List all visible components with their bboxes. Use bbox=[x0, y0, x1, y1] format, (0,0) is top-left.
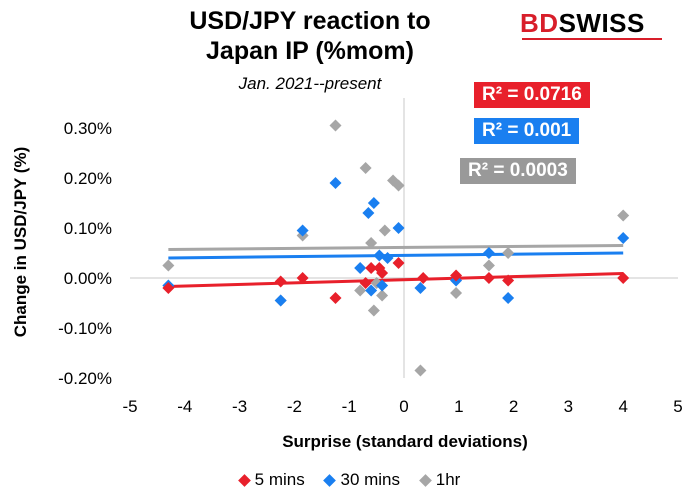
data-point-5-mins bbox=[296, 272, 309, 284]
y-tick-label: 0.20% bbox=[64, 169, 112, 188]
bdswiss-logo: BDSWISS bbox=[520, 8, 645, 39]
tick-labels: -5 -4 -3 -2 -1 0 1 2 3 4 5 0.30% 0.20% 0.10% 0.00% -0.1… bbox=[58, 119, 683, 416]
x-tick-label: -5 bbox=[122, 397, 137, 416]
data-point-30-mins bbox=[354, 262, 367, 274]
data-point-1hr bbox=[365, 237, 378, 249]
data-point-30-mins bbox=[617, 232, 630, 244]
y-tick-label: 0.10% bbox=[64, 219, 112, 238]
data-point-1hr bbox=[367, 304, 380, 317]
legend-item-1hr: 1hr bbox=[418, 470, 461, 490]
data-point-30-mins bbox=[362, 207, 375, 219]
chart-title-line1: USD/JPY reaction to bbox=[189, 7, 431, 35]
x-tick-label: -2 bbox=[287, 397, 302, 416]
x-tick-label: 0 bbox=[399, 397, 408, 416]
legend: 5 mins 30 mins 1hr bbox=[0, 470, 700, 490]
data-point-30-mins bbox=[502, 292, 515, 304]
data-point-30-mins bbox=[376, 279, 389, 292]
plot-axes bbox=[130, 98, 678, 378]
r2-label-30-mins: R² = 0.001 bbox=[474, 118, 580, 144]
x-tick-label: -4 bbox=[177, 397, 192, 416]
legend-label-1hr: 1hr bbox=[435, 470, 461, 489]
x-tick-label: 3 bbox=[564, 397, 573, 416]
data-point-30-mins bbox=[381, 252, 394, 264]
x-tick-label: -3 bbox=[232, 397, 247, 416]
data-point-30-mins bbox=[296, 224, 309, 237]
data-point-1hr bbox=[502, 247, 515, 259]
legend-marker-1hr bbox=[418, 474, 432, 487]
data-point-1hr bbox=[376, 289, 389, 302]
data-point-1hr bbox=[617, 209, 630, 222]
r2-label-1hr: R² = 0.0003 bbox=[460, 158, 576, 184]
data-point-30-mins bbox=[274, 294, 287, 307]
legend-marker-5-mins bbox=[237, 474, 251, 487]
legend-label-30-mins: 30 mins bbox=[340, 470, 401, 489]
data-point-30-mins bbox=[365, 284, 378, 297]
r2-label-5-mins: R² = 0.0716 bbox=[474, 82, 590, 108]
legend-item-5-mins: 5 mins bbox=[237, 470, 305, 490]
data-point-1hr bbox=[329, 119, 342, 132]
logo-underline bbox=[522, 38, 662, 40]
data-point-1hr bbox=[392, 179, 405, 192]
x-tick-label: -1 bbox=[342, 397, 357, 416]
data-point-5-mins bbox=[502, 274, 515, 287]
data-point-30-mins bbox=[414, 282, 427, 294]
logo-swiss: SWISS bbox=[558, 8, 645, 38]
y-tick-label: -0.10% bbox=[58, 319, 112, 338]
x-tick-label: 1 bbox=[454, 397, 463, 416]
data-point-30-mins bbox=[367, 197, 380, 209]
data-point-5-mins bbox=[359, 277, 372, 289]
data-points bbox=[162, 119, 630, 377]
legend-label-5-mins: 5 mins bbox=[254, 470, 305, 489]
chart-subtitle: Jan. 2021--present bbox=[238, 74, 382, 93]
data-point-30-mins bbox=[329, 177, 342, 189]
data-point-5-mins bbox=[450, 269, 463, 282]
data-point-5-mins bbox=[482, 272, 495, 284]
data-point-1hr bbox=[414, 364, 427, 377]
data-point-5-mins bbox=[376, 267, 389, 279]
chart-title-line2: Japan IP (%mom) bbox=[206, 37, 414, 65]
y-tick-label: -0.20% bbox=[58, 369, 112, 388]
data-point-5-mins bbox=[417, 272, 430, 284]
data-point-30-mins bbox=[482, 247, 495, 259]
data-point-1hr bbox=[162, 259, 175, 272]
data-point-5-mins bbox=[329, 292, 342, 304]
data-point-5-mins bbox=[274, 275, 287, 288]
logo-bd: BD bbox=[520, 8, 559, 38]
trendline-1hr bbox=[168, 244, 624, 251]
x-tick-label: 4 bbox=[618, 397, 627, 416]
chart-title: USD/JPY reaction to Japan IP (%mom) bbox=[150, 6, 470, 66]
x-tick-label: 2 bbox=[509, 397, 518, 416]
x-axis-label: Surprise (standard deviations) bbox=[282, 432, 528, 451]
y-tick-label: 0.00% bbox=[64, 269, 112, 288]
data-point-1hr bbox=[482, 259, 495, 272]
y-axis-label: Change in USD/JPY (%) bbox=[11, 147, 30, 338]
data-point-1hr bbox=[450, 287, 463, 299]
data-point-1hr bbox=[359, 162, 372, 174]
trendlines bbox=[168, 244, 624, 288]
data-point-1hr bbox=[354, 284, 367, 297]
x-tick-label: 5 bbox=[673, 397, 682, 416]
data-point-5-mins bbox=[392, 257, 405, 269]
y-tick-label: 0.30% bbox=[64, 119, 112, 138]
data-point-5-mins bbox=[365, 262, 378, 274]
legend-marker-30-mins bbox=[323, 474, 337, 487]
legend-item-30-mins: 30 mins bbox=[323, 470, 401, 490]
trendline-30-mins bbox=[168, 251, 624, 260]
data-point-1hr bbox=[378, 224, 391, 237]
data-point-30-mins bbox=[392, 222, 405, 234]
trendline-5-mins bbox=[168, 272, 624, 288]
data-point-5-mins bbox=[162, 282, 175, 294]
data-point-5-mins bbox=[617, 272, 630, 284]
